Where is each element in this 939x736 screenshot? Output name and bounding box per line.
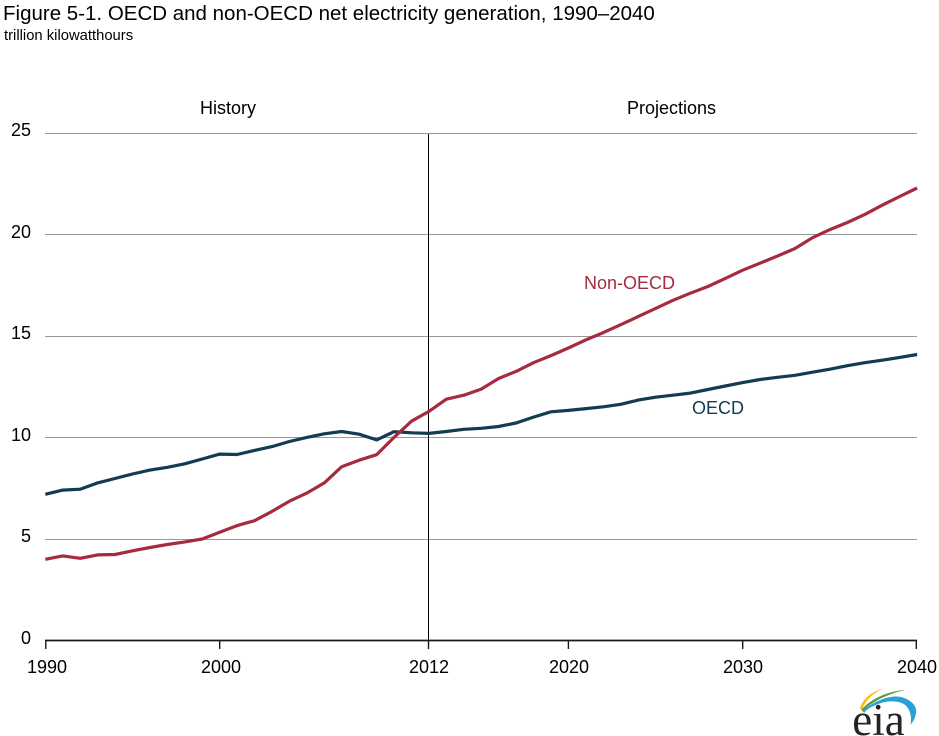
svg-text:eia: eia: [852, 695, 904, 736]
